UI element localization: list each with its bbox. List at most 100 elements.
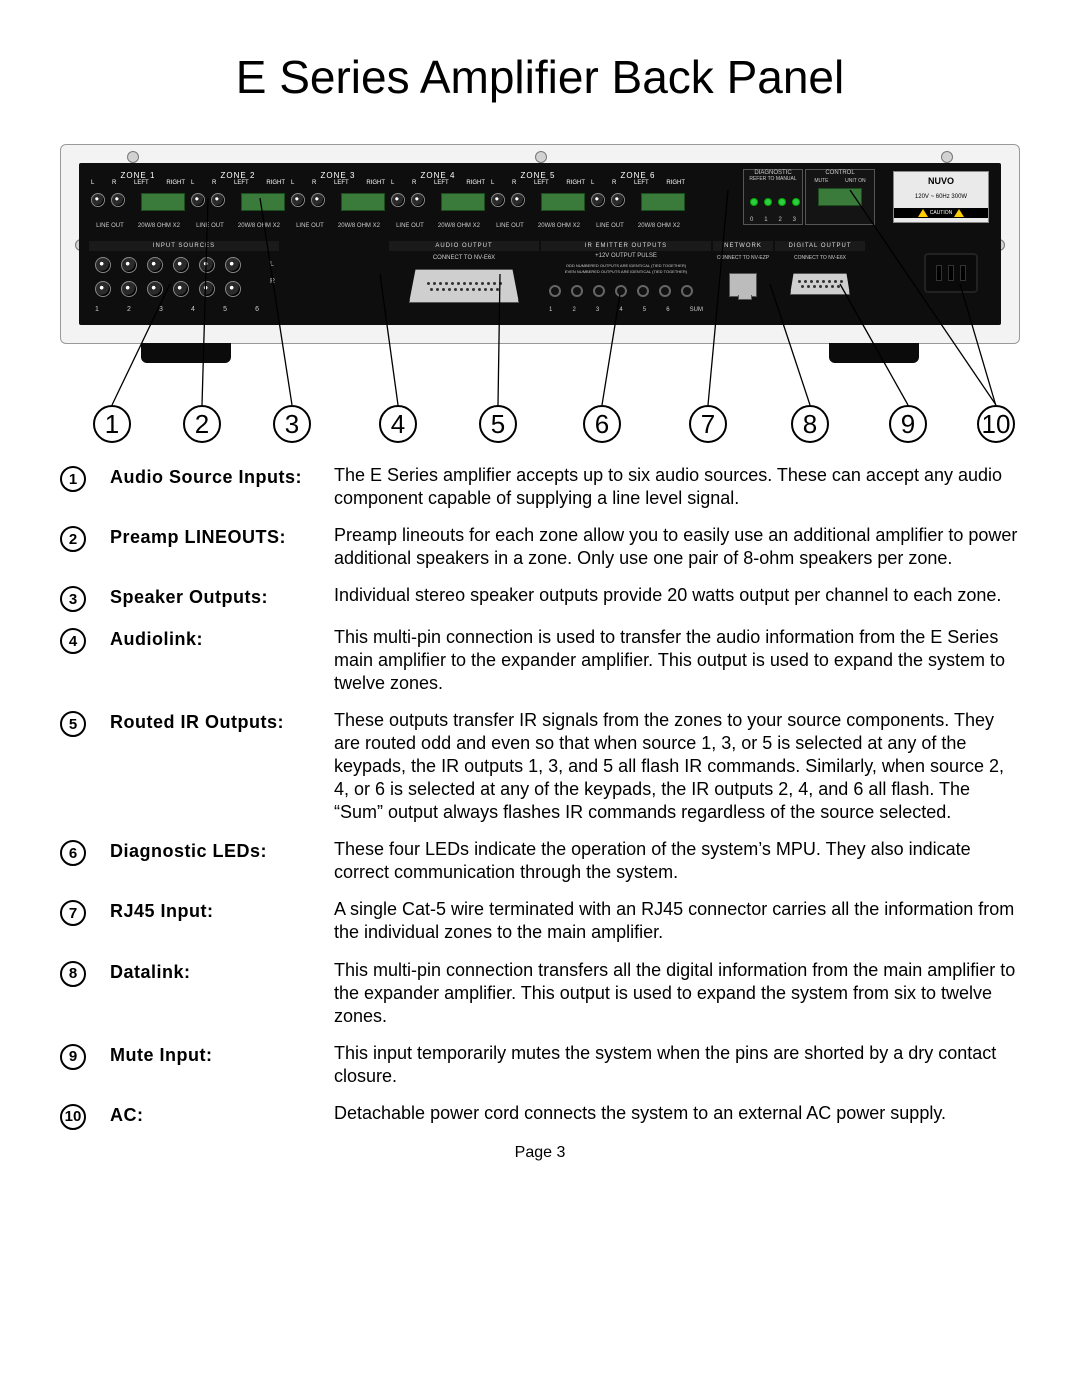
ir-label: 4 — [619, 307, 622, 313]
rca-grid — [95, 257, 245, 301]
desc-row: 10AC:Detachable power cord connects the … — [60, 1102, 1020, 1130]
callout-circle-4: 4 — [379, 405, 417, 443]
desc-term: Preamp LINEOUTS: — [110, 524, 320, 548]
section-header: NETWORK — [713, 241, 773, 251]
speaker-terminal-icon — [541, 193, 585, 211]
caution-label: CAUTION — [930, 210, 953, 216]
rca-numbers: 123456 — [95, 306, 259, 313]
ir-label: 1 — [549, 307, 552, 313]
ir-label: SUM — [690, 307, 703, 313]
r-label: R — [270, 278, 275, 285]
desc-number: 6 — [60, 840, 86, 866]
zone-label: ZONE 3 — [289, 171, 387, 180]
ir-jack-row — [549, 285, 693, 297]
zone-label: ZONE 6 — [589, 171, 687, 180]
rca-jack-icon — [91, 193, 105, 207]
caution-strip: CAUTION — [894, 208, 988, 218]
diagnostic-block: DIAGNOSTIC REFER TO MANUAL 0 1 2 — [743, 169, 803, 225]
control-block: CONTROL MUTE UNIT ON — [805, 169, 875, 225]
section-sub: CONNECT TO NV-E6X — [389, 255, 539, 261]
zone-block: ZONE 5LRLEFTRIGHTLINE OUT20W/8 OHM X2 — [489, 171, 587, 229]
led-num: 0 — [750, 217, 753, 223]
desc-term: Diagnostic LEDs: — [110, 838, 320, 862]
lower-row: INPUT SOURCES L R 123456 — [89, 241, 991, 315]
power-rating: 120V ~ 60Hz 300W — [915, 194, 967, 200]
desc-term: Mute Input: — [110, 1042, 320, 1066]
section-header: DIGITAL OUTPUT — [775, 241, 865, 251]
zone-block: ZONE 3LRLEFTRIGHTLINE OUT20W/8 OHM X2 — [289, 171, 387, 229]
desc-number: 10 — [60, 1104, 86, 1130]
ir-note: EVEN NUMBERED OUTPUTS ARE IDENTICAL (TIE… — [541, 269, 711, 274]
rca-jack-icon — [311, 193, 325, 207]
desc-definition: This multi-pin connection is used to tra… — [334, 626, 1020, 695]
warning-triangle-icon — [918, 209, 928, 217]
section-sub: CONNECT TO NV-E6X — [775, 255, 865, 261]
rca-jack-icon — [591, 193, 605, 207]
speaker-terminal-icon — [141, 193, 185, 211]
uniton-label: UNIT ON — [845, 178, 865, 184]
desc-term: Speaker Outputs: — [110, 584, 320, 608]
callout-circle-10: 10 — [977, 405, 1015, 443]
zone-label: ZONE 4 — [389, 171, 487, 180]
section-header: AUDIO OUTPUT — [389, 241, 539, 251]
desc-row: 6Diagnostic LEDs:These four LEDs indicat… — [60, 838, 1020, 884]
zone-label: ZONE 2 — [189, 171, 287, 180]
panel-frame: ZONE 1LRLEFTRIGHTLINE OUT20W/8 OHM X2ZON… — [60, 144, 1020, 344]
desc-definition: Individual stereo speaker outputs provid… — [334, 584, 1020, 607]
ir-labels: 123456SUM — [549, 307, 703, 313]
zone-block: ZONE 6LRLEFTRIGHTLINE OUT20W/8 OHM X2 — [589, 171, 687, 229]
digital-output-section: DIGITAL OUTPUT CONNECT TO NV-E6X — [775, 241, 865, 315]
ir-note: ODD NUMBERED OUTPUTS ARE IDENTICAL (TIED… — [541, 263, 711, 268]
diagnostic-leds — [750, 198, 800, 206]
led-icon — [792, 198, 800, 206]
l-label: L — [270, 261, 275, 268]
pulse-label: +12V OUTPUT PULSE — [541, 253, 711, 259]
page-number: Page 3 — [60, 1144, 1020, 1162]
panel-dark: ZONE 1LRLEFTRIGHTLINE OUT20W/8 OHM X2ZON… — [79, 163, 1001, 325]
rca-jack-icon — [111, 193, 125, 207]
led-numbers: 0 1 2 3 — [750, 217, 796, 223]
warning-triangle-icon — [954, 209, 964, 217]
db15-connector-icon — [790, 273, 850, 295]
lr-labels: L R — [270, 261, 275, 285]
callout-circle-7: 7 — [689, 405, 727, 443]
callout-circle-5: 5 — [479, 405, 517, 443]
desc-number: 5 — [60, 711, 86, 737]
rca-jack-icon — [291, 193, 305, 207]
zone-label: ZONE 1 — [89, 171, 187, 180]
desc-number: 1 — [60, 466, 86, 492]
callout-circle-2: 2 — [183, 405, 221, 443]
control-terminal — [818, 188, 862, 206]
desc-row: 9Mute Input:This input temporarily mutes… — [60, 1042, 1020, 1088]
rca-number: 5 — [223, 306, 227, 313]
control-label: CONTROL — [806, 170, 874, 176]
ir-label: 2 — [572, 307, 575, 313]
led-icon — [764, 198, 772, 206]
speaker-terminal-icon — [641, 193, 685, 211]
led-num: 2 — [778, 217, 781, 223]
rca-jack-icon — [611, 193, 625, 207]
top-right-cluster: DIAGNOSTIC REFER TO MANUAL 0 1 2 — [743, 169, 993, 229]
desc-term: RJ45 Input: — [110, 898, 320, 922]
desc-row: 1Audio Source Inputs:The E Series amplif… — [60, 464, 1020, 510]
rca-number: 4 — [191, 306, 195, 313]
desc-row: 2Preamp LINEOUTS:Preamp lineouts for eac… — [60, 524, 1020, 570]
screw-icon — [941, 151, 953, 163]
foot-icon — [829, 343, 919, 363]
desc-term: AC: — [110, 1102, 320, 1126]
desc-row: 5Routed IR Outputs:These outputs transfe… — [60, 709, 1020, 824]
desc-term: Routed IR Outputs: — [110, 709, 320, 733]
rca-jack-icon — [391, 193, 405, 207]
db25-connector-icon — [409, 269, 519, 303]
description-list: 1Audio Source Inputs:The E Series amplif… — [60, 464, 1020, 1130]
callout-circle-3: 3 — [273, 405, 311, 443]
desc-row: 4Audiolink:This multi-pin connection is … — [60, 626, 1020, 695]
section-header: IR EMITTER OUTPUTS — [541, 241, 711, 251]
desc-number: 7 — [60, 900, 86, 926]
ir-label: 5 — [643, 307, 646, 313]
mute-label: MUTE — [814, 178, 828, 184]
led-num: 1 — [764, 217, 767, 223]
audio-output-section: AUDIO OUTPUT CONNECT TO NV-E6X — [389, 241, 539, 315]
section-header: INPUT SOURCES — [89, 241, 279, 251]
desc-definition: This input temporarily mutes the system … — [334, 1042, 1020, 1088]
